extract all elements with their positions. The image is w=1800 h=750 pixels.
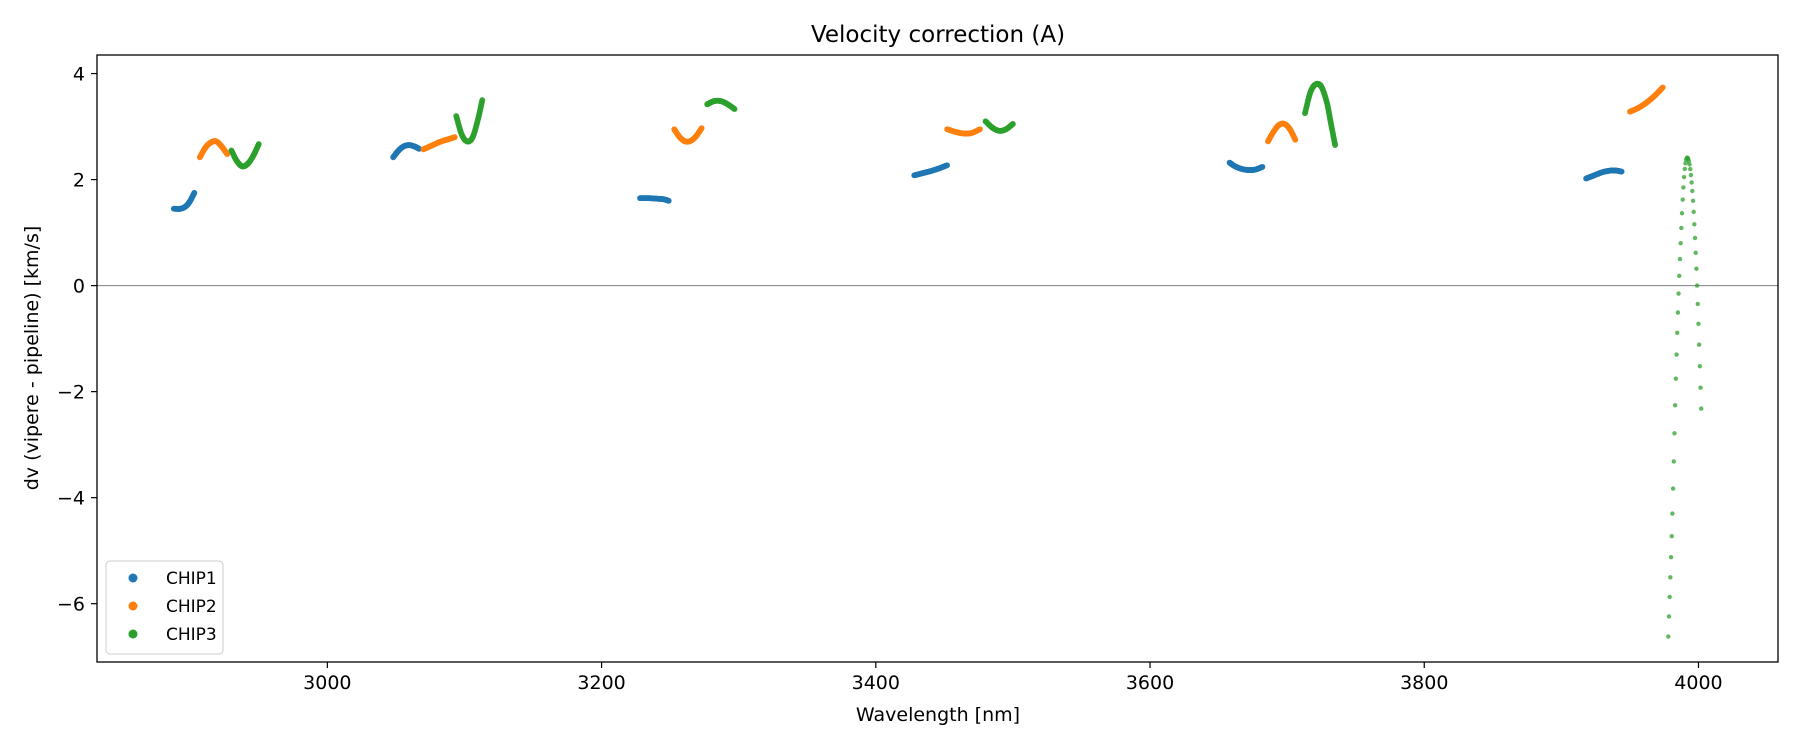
data-point-chip3-seg5-20: [1679, 211, 1685, 216]
y-tick-label-3: −2: [57, 382, 85, 404]
data-point-chip3-seg1-70: [479, 97, 486, 103]
chart-title: Velocity correction (A): [811, 22, 1065, 48]
data-point-chip3-seg5-25: [1683, 161, 1688, 166]
data-point-chip3-seg5-35: [1690, 188, 1695, 194]
data-point-chip3-seg5-15: [1676, 291, 1681, 296]
legend-label-chip2: CHIP2: [166, 597, 217, 617]
data-point-chip3-seg5-13: [1675, 330, 1680, 335]
legend-marker-chip1: [128, 573, 138, 583]
data-point-chip1-seg2-56: [665, 197, 672, 204]
data-point-chip3-seg5-18: [1678, 241, 1683, 246]
data-point-chip3-seg5-23: [1681, 174, 1687, 180]
data-point-chip3-seg5-38: [1692, 222, 1697, 227]
data-point-chip3-seg5-17: [1677, 256, 1683, 262]
axes: 3000 3200 3400 3600 3800 4000 4 2 0 −2 −4 −6: [57, 64, 1723, 694]
y-axis-label: dv (vipere - pipeline) [km/s]: [21, 226, 43, 491]
data-point-chip3-seg5-42: [1694, 283, 1700, 288]
data-point-chip3-seg5-37: [1691, 209, 1696, 215]
x-tick-label-3600: 3600: [1126, 672, 1174, 694]
data-point-chip3-seg2-56: [731, 106, 738, 112]
data-point-chip2-seg2-70: [698, 125, 705, 132]
data-point-chip2-seg0-70: [224, 151, 231, 158]
data-point-chip3-seg5-3: [1668, 575, 1673, 580]
y-tick-label-0: 4: [73, 64, 85, 86]
data-point-chip3-seg5-46: [1697, 363, 1703, 369]
data-point-chip3-seg5-2: [1667, 594, 1672, 600]
data-point-chip3-seg5-34: [1689, 180, 1694, 185]
y-tick-label-4: −4: [57, 488, 85, 510]
data-point-chip3-seg5-4: [1668, 555, 1674, 560]
y-tick-label-5: −6: [57, 594, 85, 616]
data-point-chip3-seg5-14: [1675, 310, 1681, 315]
data-point-chip1-seg3-56: [944, 162, 950, 169]
data-point-chip3-seg5-8: [1671, 459, 1676, 464]
data-point-chip3-seg5-44: [1696, 321, 1701, 326]
data-point-chip3-seg3-56: [1010, 121, 1016, 127]
data-point-chip3-seg5-21: [1680, 197, 1685, 202]
data-point-chip3-seg5-1: [1666, 614, 1672, 619]
data-point-chip3-seg5-0: [1666, 634, 1671, 639]
data-point-chip2-seg3-56: [977, 126, 983, 133]
data-point-chip3-seg5-39: [1692, 235, 1698, 241]
data-point-chip3-seg0-70: [255, 141, 262, 147]
data-point-chip2-seg4-70: [1292, 136, 1299, 143]
y-tick-label-2: 0: [73, 276, 85, 298]
x-tick-label-3800: 3800: [1400, 672, 1448, 694]
data-point-chip3-seg5-30: [1686, 158, 1692, 164]
data-point-chip2-seg1-56: [451, 134, 458, 141]
data-point-chip2-seg5-56: [1659, 84, 1666, 91]
data-point-chip3-seg5-43: [1695, 301, 1700, 307]
data-point-chip3-seg5-16: [1677, 273, 1682, 278]
data-point-chip3-seg5-7: [1670, 486, 1676, 491]
x-tick-label-4000: 4000: [1674, 672, 1722, 694]
plot-area: [97, 80, 1778, 639]
x-axis-label: Wavelength [nm]: [856, 704, 1020, 726]
axes-frame: [96, 54, 1779, 663]
x-tick-label-3400: 3400: [852, 672, 900, 694]
x-tick-label-3200: 3200: [577, 672, 625, 694]
data-point-chip3-seg5-5: [1669, 533, 1674, 539]
legend-label-chip1: CHIP1: [166, 569, 217, 589]
data-point-chip3-seg5-47: [1698, 385, 1703, 390]
data-point-chip3-seg5-36: [1690, 198, 1696, 203]
data-point-chip3-seg5-11: [1673, 376, 1679, 381]
legend-marker-chip3: [128, 629, 138, 639]
data-point-chip3-seg5-24: [1682, 166, 1687, 172]
data-point-chip3-seg5-22: [1681, 185, 1686, 190]
data-point-chip3-seg5-32: [1688, 166, 1693, 172]
legend: CHIP1 CHIP2 CHIP3: [105, 560, 224, 655]
data-point-chip1-seg0-56: [191, 189, 198, 196]
data-point-chip3-seg5-41: [1694, 266, 1699, 271]
legend-label-chip3: CHIP3: [166, 625, 217, 645]
x-tick-label-3000: 3000: [303, 672, 351, 694]
data-point-chip3-seg4-84: [1332, 142, 1339, 149]
data-point-chip3-seg5-31: [1687, 162, 1692, 167]
data-point-chip1-seg5-70: [1618, 168, 1625, 175]
y-tick-label-1: 2: [73, 170, 85, 192]
data-point-chip3-seg5-48: [1699, 406, 1704, 411]
data-point-chip3-seg5-12: [1674, 352, 1679, 357]
data-point-chip1-seg4-70: [1259, 163, 1266, 170]
data-point-chip3-seg5-9: [1672, 431, 1677, 436]
data-point-chip3-seg5-10: [1672, 403, 1678, 408]
data-point-chip3-seg5-45: [1696, 342, 1702, 347]
data-point-chip3-seg5-6: [1670, 511, 1675, 516]
data-point-chip3-seg5-40: [1693, 250, 1698, 256]
data-point-chip3-seg5-19: [1679, 225, 1684, 231]
data-point-chip3-seg5-33: [1688, 172, 1694, 178]
legend-marker-chip2: [128, 601, 138, 611]
